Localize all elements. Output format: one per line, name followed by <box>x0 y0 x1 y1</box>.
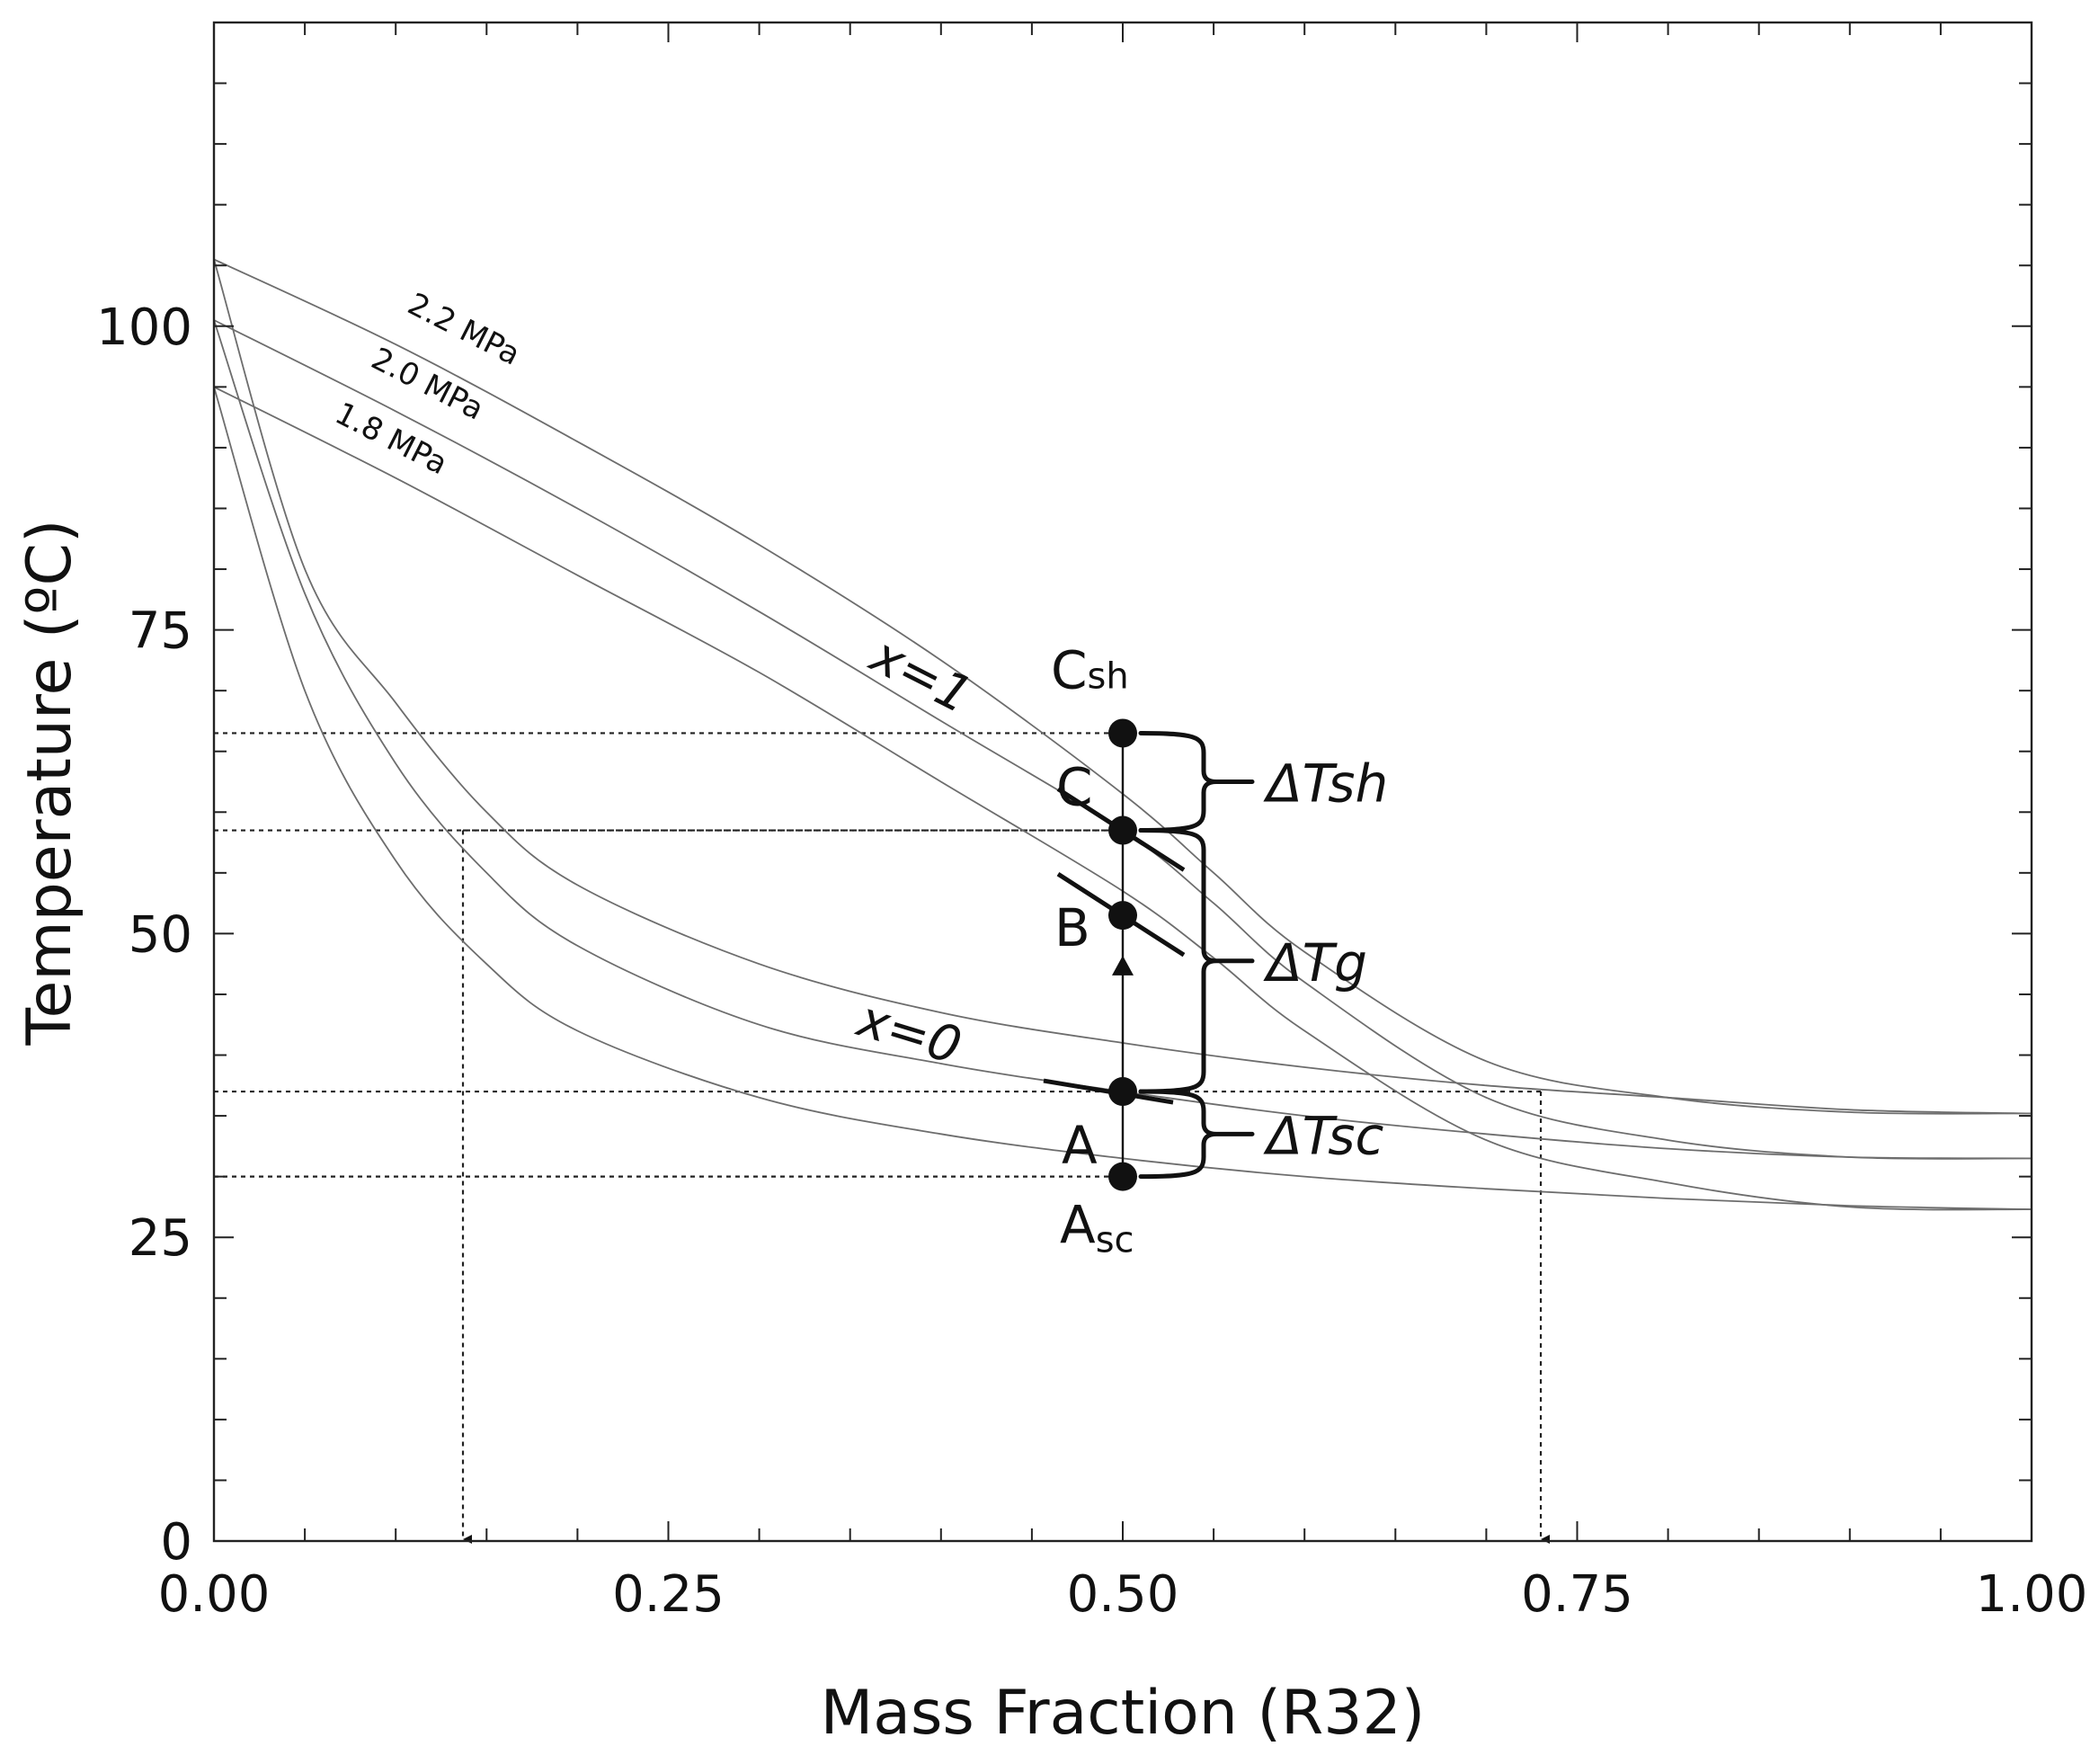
y-tick-label: 75 <box>129 602 192 661</box>
delta-label-g: ΔTg <box>1263 932 1367 993</box>
y-tick-label: 0 <box>160 1513 192 1572</box>
x-tick-label: 0.75 <box>1521 1565 1633 1624</box>
y-axis-title: Temperature (ºC) <box>14 520 85 1047</box>
point-label-b: B <box>1054 897 1090 958</box>
y-tick-label: 50 <box>129 905 192 964</box>
delta-label-sh: ΔTsh <box>1263 753 1388 815</box>
x-tick-label: 0.50 <box>1067 1565 1179 1624</box>
bubble-curve-label: x=0 <box>849 989 968 1076</box>
axis-labels: Mass Fraction (R32) Temperature (ºC) <box>14 520 1425 1749</box>
y-tick-label: 100 <box>96 298 192 357</box>
brace-sc <box>1138 1089 1255 1180</box>
guide-lines <box>214 732 1551 1544</box>
x-tick-label: 0.00 <box>158 1565 271 1624</box>
process-markers <box>1043 718 1186 1191</box>
series-line <box>213 259 2032 1115</box>
point-label-c: C <box>1056 757 1093 818</box>
delta-label-sc: ΔTsc <box>1263 1105 1383 1166</box>
state-point-asc <box>1108 1162 1137 1191</box>
x-axis-title: Mass Fraction (R32) <box>821 1678 1426 1749</box>
brace-g <box>1138 828 1255 1094</box>
brace-sh <box>1138 730 1255 833</box>
state-point-csh <box>1108 718 1137 748</box>
series-line <box>213 387 2032 1210</box>
point-label-asc: Asc <box>1060 1195 1134 1261</box>
point-label-csh: Csh <box>1051 639 1129 700</box>
process-direction-arrow <box>1112 955 1134 976</box>
state-point-c <box>1108 815 1137 845</box>
series-line <box>213 386 2032 1211</box>
x-tick-label: 1.00 <box>1976 1565 2088 1624</box>
state-point-a <box>1108 1077 1137 1107</box>
series-line <box>213 258 2032 1115</box>
series-line <box>213 319 2032 1160</box>
x-tick-label: 0.25 <box>612 1565 725 1624</box>
y-tick-label: 25 <box>129 1209 192 1268</box>
axis-ticks: 0.00 0.25 0.50 0.75 1.00 0 25 50 75 100 <box>96 22 2087 1624</box>
point-label-a: A <box>1062 1115 1098 1176</box>
dew-curve-label: x=1 <box>860 626 981 726</box>
state-point-b <box>1108 901 1137 931</box>
